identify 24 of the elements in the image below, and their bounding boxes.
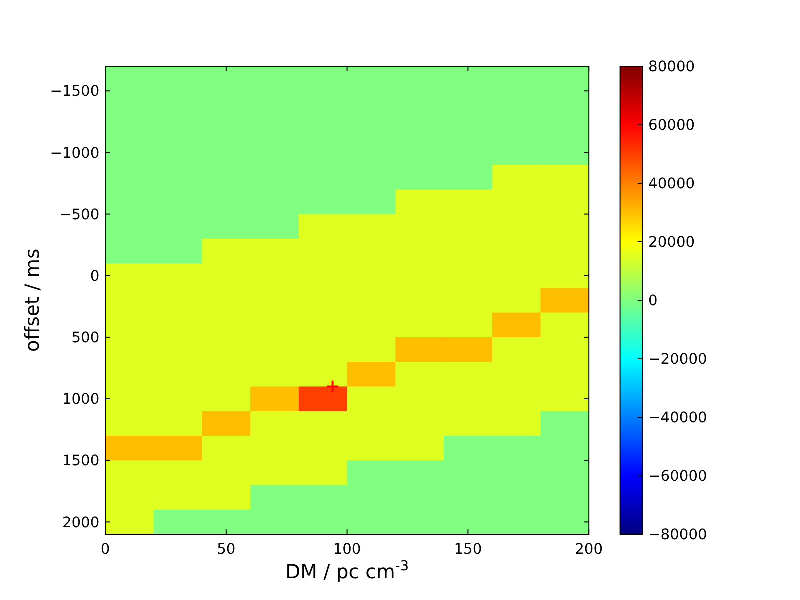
color-bar-label: 40000 — [648, 176, 696, 193]
y-tick-label: 0 — [90, 268, 100, 285]
x-axis-title: DM / pc cm$^{-3}$ — [286, 558, 410, 584]
y-tick-label: −500 — [60, 206, 100, 224]
x-tick-label: 0 — [100, 541, 110, 558]
color-bar-label: −20000 — [648, 351, 708, 368]
x-tick-label: 50 — [217, 541, 236, 558]
y-tick-label: 1000 — [62, 391, 100, 408]
color-bar-label: 20000 — [648, 234, 696, 252]
color-bar-label: −60000 — [648, 468, 708, 486]
y-tick-label: 1500 — [62, 452, 100, 470]
x-tick-label: 100 — [333, 541, 362, 558]
color-bar-label: 0 — [648, 292, 658, 310]
y-tick-label: −1500 — [50, 83, 100, 100]
y-tick-label: 500 — [72, 330, 100, 347]
y-axis-title: offset / ms — [21, 248, 44, 352]
color-bar-label: 80000 — [648, 58, 696, 76]
y-tick-label: 2000 — [62, 514, 100, 532]
y-tick-label: −1000 — [50, 144, 100, 162]
color-bar-label: −80000 — [648, 526, 708, 544]
x-tick-label: 150 — [454, 541, 482, 558]
x-tick-label: 200 — [575, 541, 604, 558]
color-bar-label: 60000 — [648, 117, 696, 134]
color-bar-label: −40000 — [648, 410, 708, 427]
